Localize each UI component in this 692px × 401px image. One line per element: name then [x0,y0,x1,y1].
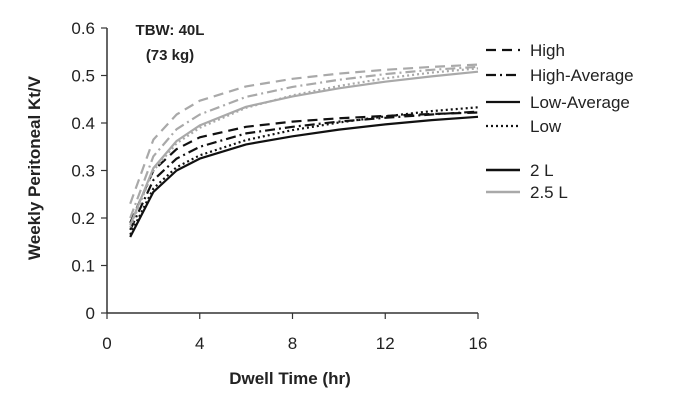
series-line-low-average-2-l [129,115,479,238]
series-line-low-average-2-5-l [129,70,479,226]
x-tick-label: 4 [195,334,204,353]
legend-label-high-average: High-Average [530,66,634,85]
legend-label-2-l: 2 L [530,161,554,180]
x-tick-label: 12 [376,334,395,353]
y-tick-label: 0.1 [71,257,95,276]
annotation-line-1: TBW: 40L [136,22,205,39]
series-line-high-average-2-5-l [129,65,479,219]
legend-label-high: High [530,41,565,60]
annotation-line-2: (73 kg) [146,47,194,64]
y-tick-label: 0.2 [71,209,95,228]
y-axis-title: Weekly Peritoneal Kt/V [25,75,44,260]
legend-label-2-5-l: 2.5 L [530,183,568,202]
x-axis-title: Dwell Time (hr) [229,369,351,388]
x-tick-label: 8 [288,334,297,353]
ticks: 0 0.1 0.2 0.3 0.4 0.5 0.6 0 4 8 12 16 [71,19,487,353]
y-tick-label: 0.5 [71,67,95,86]
y-tick-label: 0 [86,304,95,323]
series-line-low-2-l [129,106,479,236]
series-line-high-average-2-l [129,110,479,231]
legend-label-low-average: Low-Average [530,93,630,112]
series-line-low-2-5-l [129,67,479,228]
legend: High High-Average Low-Average Low 2 L 2.5 L [486,41,634,202]
series-line-high-2-5-l [129,63,479,205]
y-tick-label: 0.4 [71,114,95,133]
y-tick-label: 0.3 [71,162,95,181]
y-tick-label: 0.6 [71,19,95,38]
x-tick-label: 16 [469,334,488,353]
x-tick-label: 0 [102,334,111,353]
legend-label-low: Low [530,117,562,136]
series-lines [129,63,479,238]
annotation: TBW: 40L (73 kg) [136,22,205,64]
series-line-high-2-l [129,111,479,224]
